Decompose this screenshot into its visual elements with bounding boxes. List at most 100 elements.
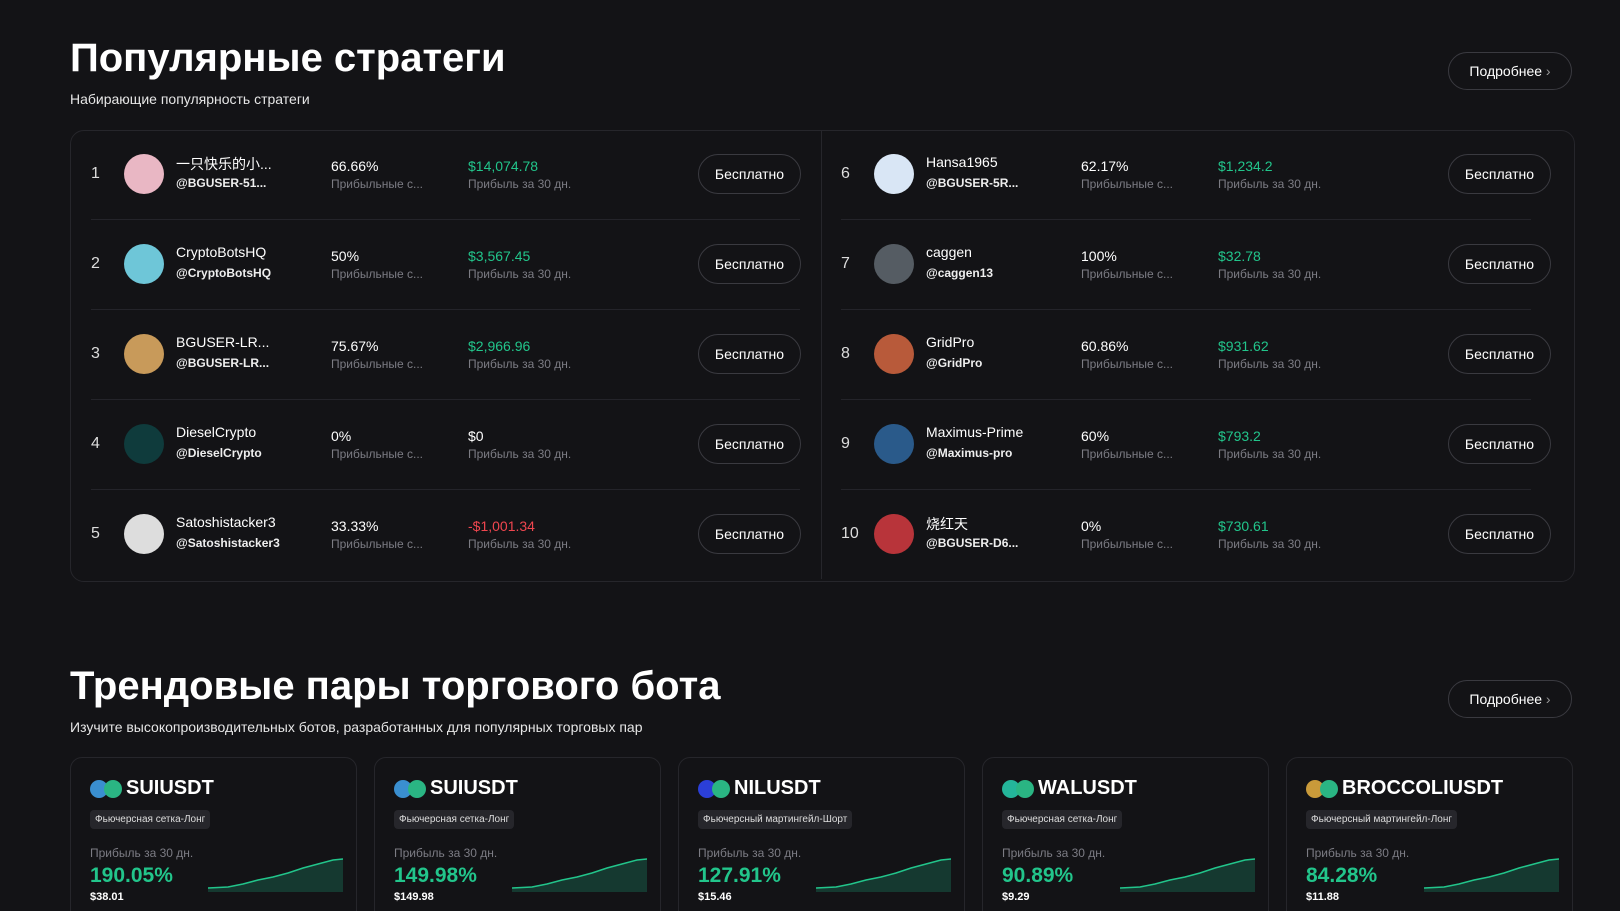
profit: $2,966.96 bbox=[468, 338, 531, 354]
trader-handle: @caggen13 bbox=[926, 266, 994, 280]
bot-card bbox=[70, 757, 357, 911]
roi: 149.98% bbox=[394, 864, 477, 887]
profit-label: Прибыль за 30 дн. bbox=[90, 846, 194, 860]
profit-label: Прибыль за 30 дн. bbox=[468, 537, 572, 551]
profit-amount: $149.98 bbox=[394, 891, 434, 903]
sparkline-line bbox=[1120, 858, 1255, 889]
free-button[interactable]: Бесплатно bbox=[698, 424, 801, 464]
trader-handle: @CryptoBotsHQ bbox=[176, 266, 272, 280]
section-title: Трендовые пары торгового бота bbox=[70, 664, 721, 708]
rank: 4 bbox=[91, 435, 100, 452]
trader-handle: @GridPro bbox=[926, 356, 983, 370]
pair-icon bbox=[1002, 780, 1020, 798]
pair-icon bbox=[698, 780, 716, 798]
strategy-tag: Фьючерсный мартингейл-Лонг bbox=[1306, 810, 1458, 829]
rank: 1 bbox=[91, 165, 100, 182]
profit-label: Прибыль за 30 дн. bbox=[1218, 267, 1322, 281]
pair-icon bbox=[394, 780, 412, 798]
free-button[interactable]: Бесплатно bbox=[1448, 154, 1551, 194]
profit: $931.62 bbox=[1218, 338, 1269, 354]
strategy-tag: Фьючерсная сетка-Лонг bbox=[394, 810, 515, 829]
profit-label: Прибыль за 30 дн. bbox=[468, 267, 572, 281]
more-button[interactable]: Подробнее › bbox=[1448, 52, 1572, 90]
win-rate-label: Прибыльные с... bbox=[1081, 267, 1174, 281]
row-divider bbox=[91, 399, 800, 400]
profit-label: Прибыль за 30 дн. bbox=[468, 447, 572, 461]
win-rate-label: Прибыльные с... bbox=[1081, 447, 1174, 461]
free-button[interactable]: Бесплатно bbox=[1448, 244, 1551, 284]
profit: -$1,001.34 bbox=[468, 518, 535, 534]
profit-label: Прибыль за 30 дн. bbox=[468, 357, 572, 371]
bot-card bbox=[678, 757, 965, 911]
profit-label: Прибыль за 30 дн. bbox=[468, 177, 572, 191]
win-rate-label: Прибыльные с... bbox=[331, 177, 424, 191]
avatar bbox=[874, 154, 914, 194]
row-divider bbox=[91, 219, 800, 220]
sparkline-area bbox=[1424, 859, 1559, 892]
pair-icon-badge bbox=[712, 780, 730, 798]
section-subtitle: Набирающие популярность стратеги bbox=[70, 91, 310, 107]
trader-name: 烧红天 bbox=[926, 516, 968, 532]
row-divider bbox=[91, 489, 800, 490]
free-button[interactable]: Бесплатно bbox=[698, 244, 801, 284]
rank: 10 bbox=[841, 525, 859, 542]
column-divider bbox=[821, 131, 822, 579]
roi: 127.91% bbox=[698, 864, 781, 887]
pair-name: WALUSDT bbox=[1038, 777, 1137, 799]
avatar bbox=[124, 154, 164, 194]
profit-label: Прибыль за 30 дн. bbox=[1306, 846, 1410, 860]
win-rate-label: Прибыльные с... bbox=[1081, 177, 1174, 191]
avatar bbox=[874, 424, 914, 464]
win-rate: 33.33% bbox=[331, 518, 379, 534]
rank: 9 bbox=[841, 435, 850, 452]
avatar bbox=[124, 334, 164, 374]
win-rate-label: Прибыльные с... bbox=[331, 357, 424, 371]
rank: 2 bbox=[91, 255, 100, 272]
avatar bbox=[124, 514, 164, 554]
more-text: Подробнее bbox=[1469, 63, 1543, 79]
profit-amount: $11.88 bbox=[1306, 891, 1340, 903]
pair-icon bbox=[90, 780, 108, 798]
sparkline-line bbox=[816, 858, 951, 889]
sparkline bbox=[512, 858, 647, 892]
trader-name: Satoshistacker3 bbox=[176, 514, 276, 530]
strategy-tag: Фьючерсная сетка-Лонг bbox=[90, 810, 211, 829]
sparkline bbox=[208, 858, 343, 892]
free-button[interactable]: Бесплатно bbox=[1448, 334, 1551, 374]
row-divider bbox=[841, 489, 1531, 490]
rank: 3 bbox=[91, 345, 100, 362]
row-divider bbox=[841, 309, 1531, 310]
roi: 84.28% bbox=[1306, 864, 1378, 887]
sparkline-area bbox=[1120, 859, 1255, 892]
trader-name: DieselCrypto bbox=[176, 424, 257, 440]
win-rate: 60.86% bbox=[1081, 338, 1129, 354]
bot-card bbox=[374, 757, 661, 911]
pair-name: NILUSDT bbox=[734, 777, 821, 799]
trader-name: 一只快乐的小... bbox=[176, 156, 272, 172]
profit-label: Прибыль за 30 дн. bbox=[698, 846, 802, 860]
section-subtitle: Изучите высокопроизводительных ботов, ра… bbox=[70, 719, 643, 735]
profit-label: Прибыль за 30 дн. bbox=[1218, 447, 1322, 461]
row-divider bbox=[841, 219, 1531, 220]
trader-handle: @Satoshistacker3 bbox=[176, 536, 280, 550]
pair-name: SUIUSDT bbox=[126, 777, 214, 799]
free-button[interactable]: Бесплатно bbox=[1448, 514, 1551, 554]
trader-name: GridPro bbox=[926, 334, 975, 350]
rank: 7 bbox=[841, 255, 850, 272]
win-rate-label: Прибыльные с... bbox=[331, 537, 424, 551]
strategy-table bbox=[70, 130, 1575, 582]
pair-icon-badge bbox=[408, 780, 426, 798]
trader-handle: @BGUSER-51... bbox=[176, 176, 267, 190]
profit: $730.61 bbox=[1218, 518, 1269, 534]
free-button[interactable]: Бесплатно bbox=[698, 334, 801, 374]
free-button[interactable]: Бесплатно bbox=[698, 154, 801, 194]
free-button[interactable]: Бесплатно bbox=[698, 514, 801, 554]
section-title: Популярные стратеги bbox=[70, 36, 506, 80]
pair-name: SUIUSDT bbox=[430, 777, 518, 799]
free-button[interactable]: Бесплатно bbox=[1448, 424, 1551, 464]
rank: 6 bbox=[841, 165, 850, 182]
more-button[interactable]: Подробнее › bbox=[1448, 680, 1572, 718]
profit: $3,567.45 bbox=[468, 248, 531, 264]
pair-icon bbox=[1306, 780, 1324, 798]
